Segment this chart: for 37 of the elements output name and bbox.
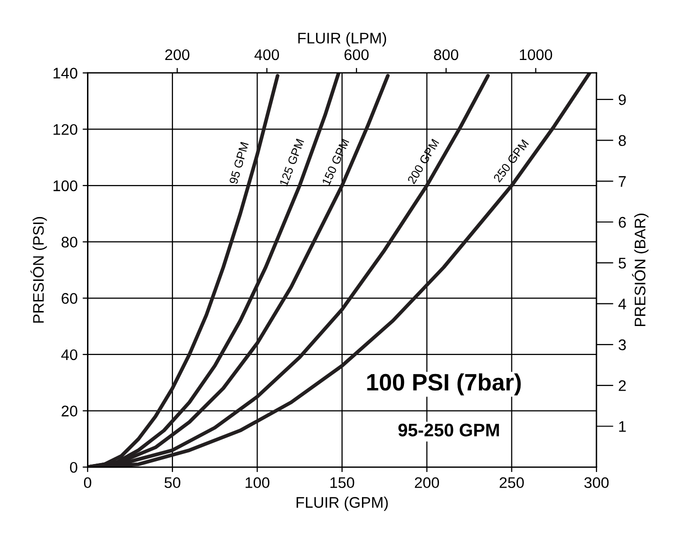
x2-tick-label: 400 bbox=[254, 49, 280, 60]
y2-tick-label: 8 bbox=[618, 135, 626, 146]
y-axis-title: PRESIÓN (PSI) bbox=[30, 217, 47, 323]
x-tick-label: 150 bbox=[330, 477, 354, 488]
text: 95 GPM bbox=[229, 142, 249, 184]
y2-tick-label: 3 bbox=[618, 339, 626, 350]
x2-tick-label: 200 bbox=[165, 49, 190, 60]
y2-tick-label: 6 bbox=[618, 216, 626, 228]
y-tick-label: 20 bbox=[62, 406, 78, 416]
y-tick-label: 40 bbox=[61, 349, 78, 360]
annotation: 100 PSI (7bar) bbox=[367, 373, 521, 396]
x2-axis-title: FLUIR (LPM) bbox=[298, 32, 386, 47]
x2-tick-label: 600 bbox=[344, 49, 369, 60]
y-tick-label: 100 bbox=[54, 180, 78, 192]
y-tick-label: 120 bbox=[54, 124, 78, 135]
y2-tick-label: 1 bbox=[619, 421, 626, 432]
y2-axis-title: PRESIÓN (BAR) bbox=[632, 214, 648, 326]
annotation: 95-250 GPM bbox=[398, 424, 499, 436]
y2-tick-label: 2 bbox=[618, 380, 626, 391]
x-tick-label: 200 bbox=[414, 477, 440, 488]
y-tick-label: 80 bbox=[62, 236, 78, 248]
y2-tick-label: 4 bbox=[618, 298, 626, 310]
x-tick-label: 0 bbox=[84, 477, 92, 488]
text: 125 GPM bbox=[279, 138, 304, 186]
y-tick-label: 60 bbox=[62, 293, 78, 304]
y2-tick-label: 7 bbox=[618, 176, 626, 187]
y-tick-label: 140 bbox=[54, 68, 78, 79]
x-tick-label: 300 bbox=[584, 477, 609, 488]
y2-tick-label: 5 bbox=[618, 258, 626, 269]
y-tick-label: 0 bbox=[70, 462, 78, 473]
x-tick-label: 100 bbox=[246, 477, 270, 488]
x-tick-label: 250 bbox=[500, 477, 524, 488]
y2-tick-label: 9 bbox=[618, 94, 626, 106]
x-axis-title: FLUIR (GPM) bbox=[296, 496, 388, 511]
x2-tick-label: 1000 bbox=[520, 49, 552, 60]
x2-tick-label: 800 bbox=[434, 49, 458, 60]
x-tick-label: 50 bbox=[164, 477, 180, 488]
